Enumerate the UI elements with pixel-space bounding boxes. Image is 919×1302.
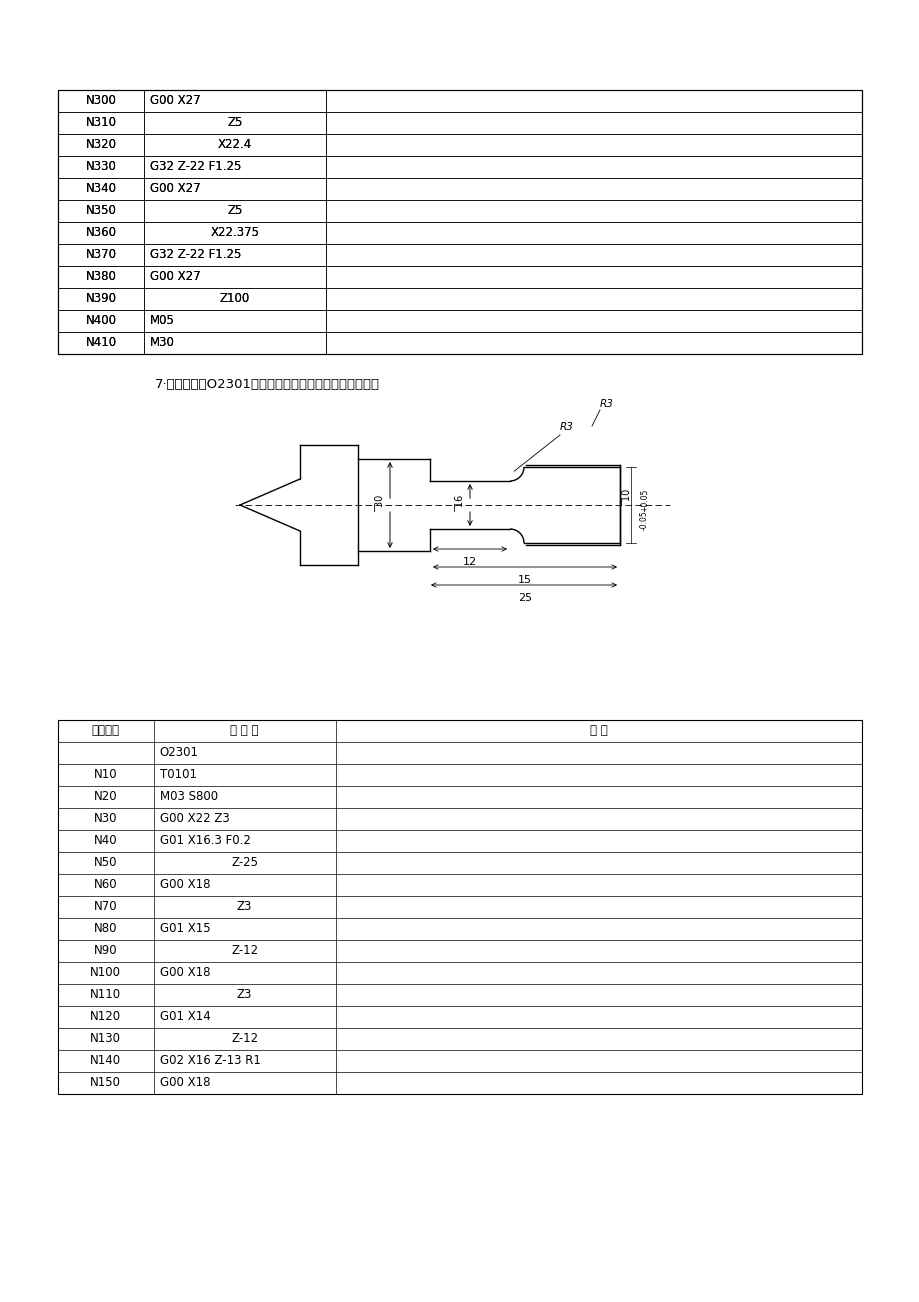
Text: G00 X27: G00 X27: [150, 271, 200, 284]
Text: N390: N390: [85, 293, 117, 306]
Text: X22.4: X22.4: [218, 138, 252, 151]
Text: N400: N400: [85, 315, 117, 328]
Text: G00 X27: G00 X27: [150, 182, 200, 195]
Text: N310: N310: [85, 116, 117, 129]
Text: ̅16: ̅16: [460, 499, 470, 512]
Text: G00 X27: G00 X27: [150, 271, 200, 284]
Text: M03 S800: M03 S800: [160, 790, 218, 803]
Text: N410: N410: [85, 336, 117, 349]
Text: Z3: Z3: [237, 901, 252, 914]
Text: ̅10: ̅10: [627, 492, 636, 505]
Text: Z5: Z5: [227, 204, 243, 217]
Text: N300: N300: [85, 95, 117, 108]
Text: R3: R3: [599, 398, 613, 409]
Text: 程 序 段: 程 序 段: [230, 724, 258, 737]
Text: O2301: O2301: [160, 746, 199, 759]
Text: G00 X27: G00 X27: [150, 95, 200, 108]
Text: +0.05: +0.05: [640, 488, 648, 512]
Text: M05: M05: [150, 315, 175, 328]
Text: N400: N400: [85, 315, 117, 328]
Text: 程序段号: 程序段号: [92, 724, 119, 737]
Text: G00 X27: G00 X27: [150, 182, 200, 195]
Text: X22.375: X22.375: [210, 227, 259, 240]
Bar: [58, 720, 861, 1094]
Text: N20: N20: [94, 790, 118, 803]
Text: Z-25: Z-25: [231, 857, 258, 870]
Text: G00 X22 Z3: G00 X22 Z3: [160, 812, 229, 825]
Text: ̅30: ̅30: [380, 499, 390, 512]
Text: N30: N30: [94, 812, 118, 825]
Text: N340: N340: [85, 182, 117, 195]
Text: Z5: Z5: [227, 204, 243, 217]
Text: G00 X18: G00 X18: [160, 879, 210, 892]
Text: N330: N330: [85, 160, 117, 173]
Text: G02 X16 Z-13 R1: G02 X16 Z-13 R1: [160, 1055, 260, 1068]
Text: Z-12: Z-12: [231, 944, 258, 957]
Text: M30: M30: [150, 336, 175, 349]
Text: N90: N90: [94, 944, 118, 957]
Text: N350: N350: [85, 204, 117, 217]
Text: G00 X18: G00 X18: [160, 1077, 210, 1090]
Text: N340: N340: [85, 182, 117, 195]
Text: Z100: Z100: [220, 293, 250, 306]
Text: N380: N380: [85, 271, 117, 284]
Text: G01 X14: G01 X14: [160, 1010, 210, 1023]
Text: N370: N370: [85, 249, 117, 262]
Text: N70: N70: [94, 901, 118, 914]
Text: N80: N80: [94, 923, 118, 936]
Text: G01 X15: G01 X15: [160, 923, 210, 936]
Text: G32 Z-22 F1.25: G32 Z-22 F1.25: [150, 249, 242, 262]
Text: G32 Z-22 F1.25: G32 Z-22 F1.25: [150, 249, 242, 262]
Text: N370: N370: [85, 249, 117, 262]
Text: M30: M30: [150, 336, 175, 349]
Text: N10: N10: [94, 768, 118, 781]
Text: 12: 12: [462, 557, 477, 566]
Text: N140: N140: [90, 1055, 121, 1068]
Bar: [58, 90, 861, 354]
Text: N360: N360: [85, 227, 117, 240]
Text: 25: 25: [517, 592, 531, 603]
Text: N350: N350: [85, 204, 117, 217]
Text: T0101: T0101: [160, 768, 197, 781]
Text: N380: N380: [85, 271, 117, 284]
Text: Z100: Z100: [220, 293, 250, 306]
Text: N300: N300: [85, 95, 117, 108]
Text: N320: N320: [85, 138, 117, 151]
Text: R3: R3: [560, 422, 573, 432]
Text: N50: N50: [94, 857, 118, 870]
Text: N150: N150: [90, 1077, 121, 1090]
Text: Z3: Z3: [237, 988, 252, 1001]
Text: G32 Z-22 F1.25: G32 Z-22 F1.25: [150, 160, 242, 173]
Text: N310: N310: [85, 116, 117, 129]
Text: N110: N110: [90, 988, 121, 1001]
Text: N100: N100: [90, 966, 121, 979]
Text: M05: M05: [150, 315, 175, 328]
Text: Z5: Z5: [227, 116, 243, 129]
Bar: [58, 90, 861, 354]
Text: 7·建立程序（O2301），输入下表格程序段并解析程序。: 7·建立程序（O2301），输入下表格程序段并解析程序。: [154, 379, 380, 392]
Text: G00 X18: G00 X18: [160, 966, 210, 979]
Text: N360: N360: [85, 227, 117, 240]
Text: N330: N330: [85, 160, 117, 173]
Text: 15: 15: [517, 575, 531, 585]
Text: X22.4: X22.4: [218, 138, 252, 151]
Text: N60: N60: [94, 879, 118, 892]
Text: G32 Z-22 F1.25: G32 Z-22 F1.25: [150, 160, 242, 173]
Text: G00 X27: G00 X27: [150, 95, 200, 108]
Text: G01 X16.3 F0.2: G01 X16.3 F0.2: [160, 835, 250, 848]
Text: -0.05: -0.05: [640, 510, 648, 530]
Text: N130: N130: [90, 1032, 121, 1046]
Text: N320: N320: [85, 138, 117, 151]
Text: 含 义: 含 义: [589, 724, 607, 737]
Text: N410: N410: [85, 336, 117, 349]
Text: Z-12: Z-12: [231, 1032, 258, 1046]
Text: Z5: Z5: [227, 116, 243, 129]
Text: N40: N40: [94, 835, 118, 848]
Text: N390: N390: [85, 293, 117, 306]
Text: N120: N120: [90, 1010, 121, 1023]
Text: X22.375: X22.375: [210, 227, 259, 240]
